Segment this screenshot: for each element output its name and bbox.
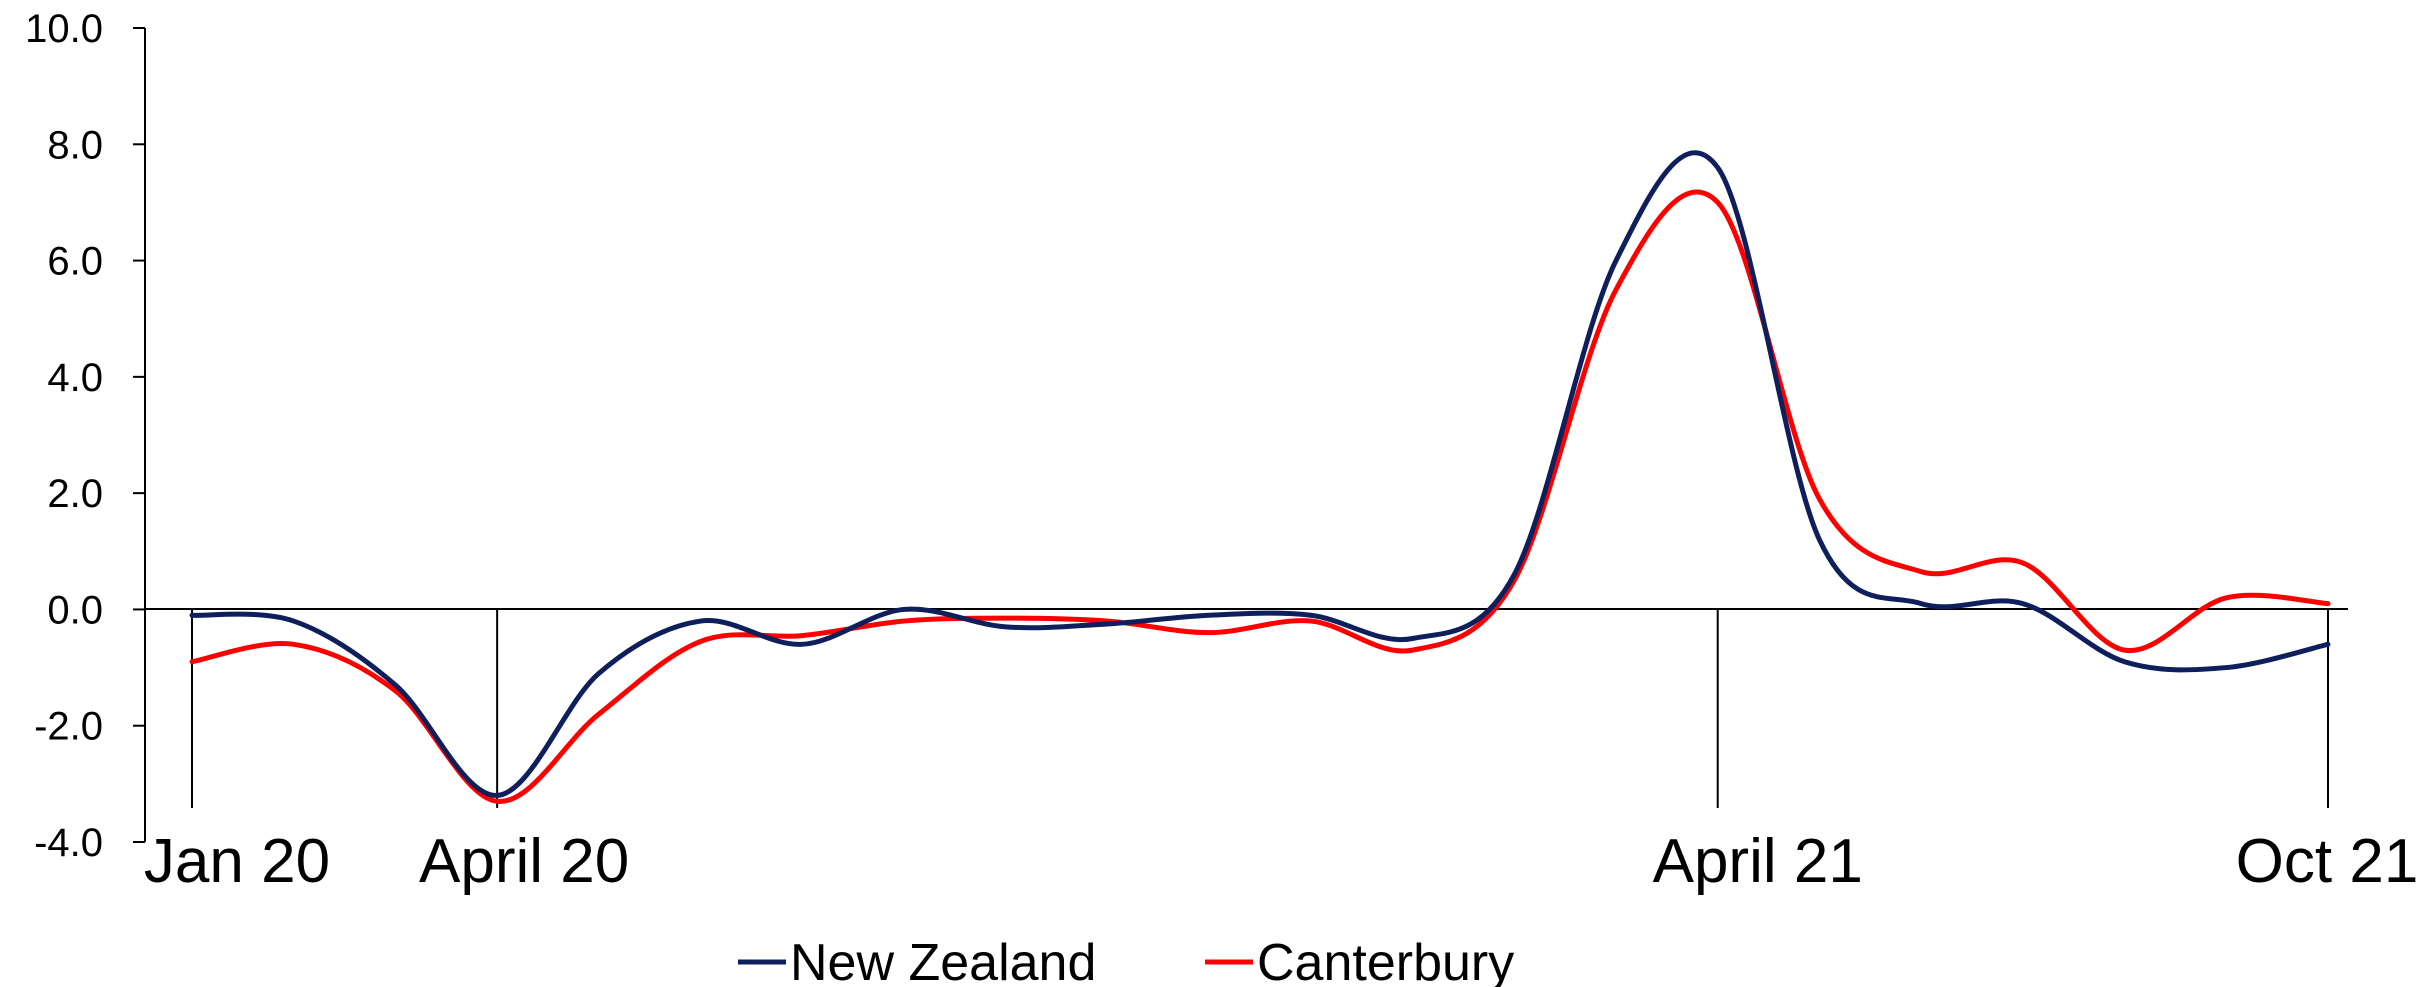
x-axis: Jan 20 April 20 April 21 Oct 21 xyxy=(144,608,2419,896)
x-tick-label: April 20 xyxy=(419,827,629,896)
y-tick-label: 4.0 xyxy=(47,356,103,400)
x-tick-label: April 21 xyxy=(1653,827,1863,896)
y-tick-label: 0.0 xyxy=(47,588,103,632)
y-tick-label: 10.0 xyxy=(25,7,103,51)
series-line-new-zealand xyxy=(189,150,2331,798)
series-line-canterbury xyxy=(189,189,2331,804)
series-layer xyxy=(189,150,2331,804)
y-axis: 10.0 8.0 6.0 4.0 2.0 0.0 -2.0 -4.0 xyxy=(25,7,146,865)
legend-label-new-zealand: New Zealand xyxy=(790,934,1096,987)
legend: New Zealand Canterbury xyxy=(738,934,1514,987)
x-tick-label: Jan 20 xyxy=(144,827,330,896)
y-tick-label: 6.0 xyxy=(47,240,103,284)
y-tick-label: -4.0 xyxy=(34,821,103,865)
y-tick-label: -2.0 xyxy=(34,705,103,749)
y-tick-label: 8.0 xyxy=(47,123,103,167)
x-tick-label: Oct 21 xyxy=(2236,827,2419,896)
y-tick-label: 2.0 xyxy=(47,472,103,516)
legend-label-canterbury: Canterbury xyxy=(1257,934,1514,987)
